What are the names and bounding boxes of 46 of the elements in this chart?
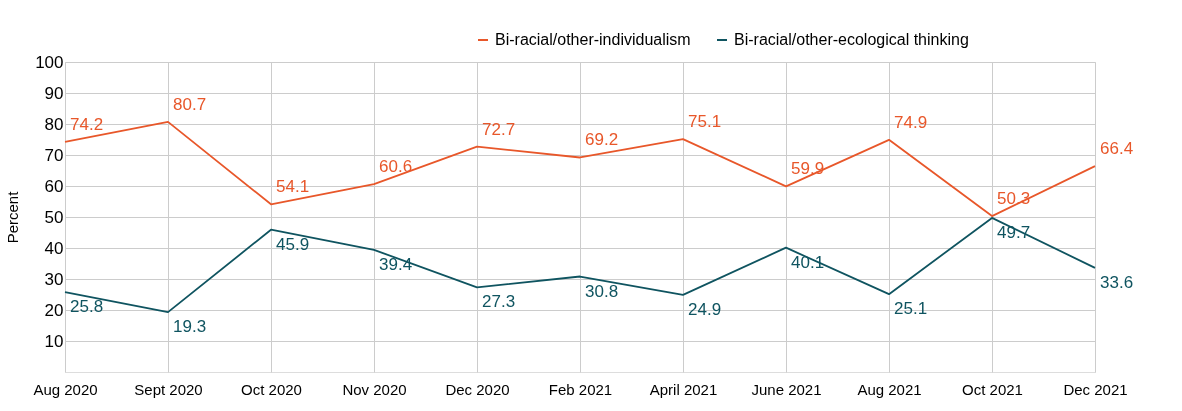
y-tick-label: 70 [44,145,64,165]
data-label: 27.3 [482,292,516,312]
y-tick-label: 100 [35,52,64,72]
line-series [64,217,1096,314]
y-tick-label: 90 [44,83,64,103]
legend-label: Bi-racial/other-individualism [495,31,691,48]
data-label: 45.9 [276,234,310,254]
y-axis-title: Percent [4,190,22,244]
data-label: 25.8 [70,297,104,317]
x-tick-label: Oct 2021 [962,380,1023,398]
data-label: 54.1 [276,177,310,197]
data-label: 80.7 [173,94,207,114]
y-tick-label: 80 [44,114,64,134]
legend-label: Bi-racial/other-ecological thinking [734,31,969,48]
x-tick-label: Aug 2020 [33,380,98,398]
data-label: 25.1 [894,299,928,319]
x-tick-label: Feb 2021 [548,380,613,398]
data-label: 19.3 [173,317,207,337]
x-tick-label: Nov 2020 [342,380,407,398]
y-tick-label: 20 [44,300,64,320]
y-tick-label: 50 [44,207,64,227]
data-label: 30.8 [585,281,619,301]
x-tick-label: Oct 2020 [241,380,302,398]
data-label: 33.6 [1100,272,1134,292]
x-tick-label: Dec 2021 [1063,380,1128,398]
x-tick-label: Sept 2020 [134,380,203,398]
x-tick-label: Aug 2021 [857,380,922,398]
y-tick-label: 10 [44,331,64,351]
x-tick-label: Dec 2020 [445,380,510,398]
data-label: 75.1 [688,112,722,132]
x-tick-label: April 2021 [649,380,718,398]
data-label: 60.6 [379,157,413,177]
data-label: 40.1 [791,252,825,272]
data-label: 24.9 [688,299,722,319]
data-label: 66.4 [1100,139,1134,159]
data-label: 50.3 [997,189,1031,209]
data-label: 69.2 [585,130,619,150]
data-label: 74.2 [70,114,104,134]
y-tick-label: 40 [44,238,64,258]
data-label: 74.9 [894,112,928,132]
y-tick-label: 30 [44,269,64,289]
y-tick-label: 60 [44,176,64,196]
x-tick-label: June 2021 [751,380,822,398]
data-label: 72.7 [482,119,516,139]
data-label: 59.9 [791,159,825,179]
data-label: 39.4 [379,254,413,274]
